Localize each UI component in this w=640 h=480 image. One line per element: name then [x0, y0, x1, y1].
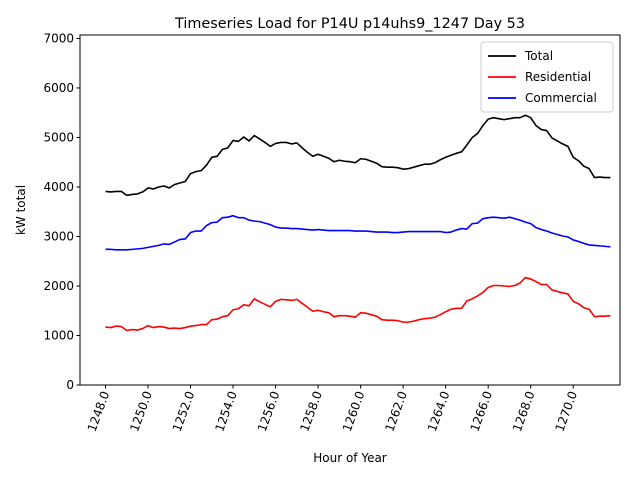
plot-frame — [79, 34, 621, 386]
series-line-total — [105, 114, 611, 197]
y-tick-label: 2000 — [43, 279, 74, 293]
x-tick-label: 1270.0 — [553, 389, 581, 433]
x-tick-label: 1264.0 — [425, 389, 453, 433]
series-lines — [105, 114, 611, 332]
series-line-residential — [105, 276, 611, 332]
y-tick-label: 0 — [66, 378, 74, 392]
chart-title: Timeseries Load for P14U p14uhs9_1247 Da… — [174, 16, 525, 32]
y-tick-label: 4000 — [43, 180, 74, 194]
x-tick-label: 1266.0 — [467, 389, 495, 433]
x-tick-label: 1254.0 — [212, 389, 240, 433]
series-line-commercial — [105, 214, 611, 251]
x-tick-label: 1258.0 — [297, 389, 325, 433]
y-tick-label: 7000 — [43, 31, 74, 45]
y-tick-label: 1000 — [43, 328, 74, 342]
legend-label-residential: Residential — [525, 70, 591, 84]
legend-label-total: Total — [524, 49, 553, 63]
x-tick-label: 1262.0 — [382, 389, 410, 433]
x-tick-label: 1252.0 — [170, 389, 198, 433]
legend: Total Residential Commercial — [480, 41, 614, 113]
x-tick-label: 1256.0 — [255, 389, 283, 433]
y-tick-label: 3000 — [43, 229, 74, 243]
legend-box — [480, 41, 614, 113]
x-tick-label: 1248.0 — [85, 389, 113, 433]
tick-marks — [76, 37, 574, 389]
y-tick-label: 5000 — [43, 130, 74, 144]
y-tick-label: 6000 — [43, 81, 74, 95]
x-tick-label: 1268.0 — [510, 389, 538, 433]
x-tick-label: 1250.0 — [127, 389, 155, 433]
legend-label-commercial: Commercial — [525, 91, 597, 105]
y-axis-title: kW total — [14, 185, 28, 235]
x-tick-label: 1260.0 — [340, 389, 368, 433]
x-axis-title: Hour of Year — [313, 451, 387, 465]
